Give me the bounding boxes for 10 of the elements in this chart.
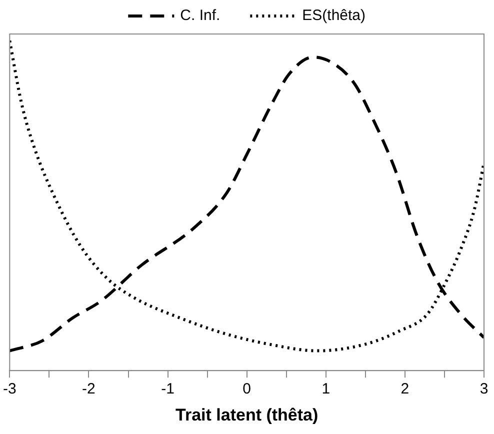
x-tick-label: 3 — [480, 380, 488, 398]
x-tick-label: -2 — [82, 380, 96, 398]
x-axis-title: Trait latent (thêta) — [176, 405, 318, 424]
x-tick-label: -1 — [161, 380, 174, 398]
legend-label: ES(thêta) — [302, 7, 366, 24]
legend-label: C. Inf. — [180, 7, 220, 24]
x-tick-label: -3 — [2, 380, 16, 398]
x-tick-label: 1 — [322, 380, 330, 398]
x-tick-label: 2 — [400, 380, 410, 398]
x-tick-label: 0 — [242, 380, 252, 398]
